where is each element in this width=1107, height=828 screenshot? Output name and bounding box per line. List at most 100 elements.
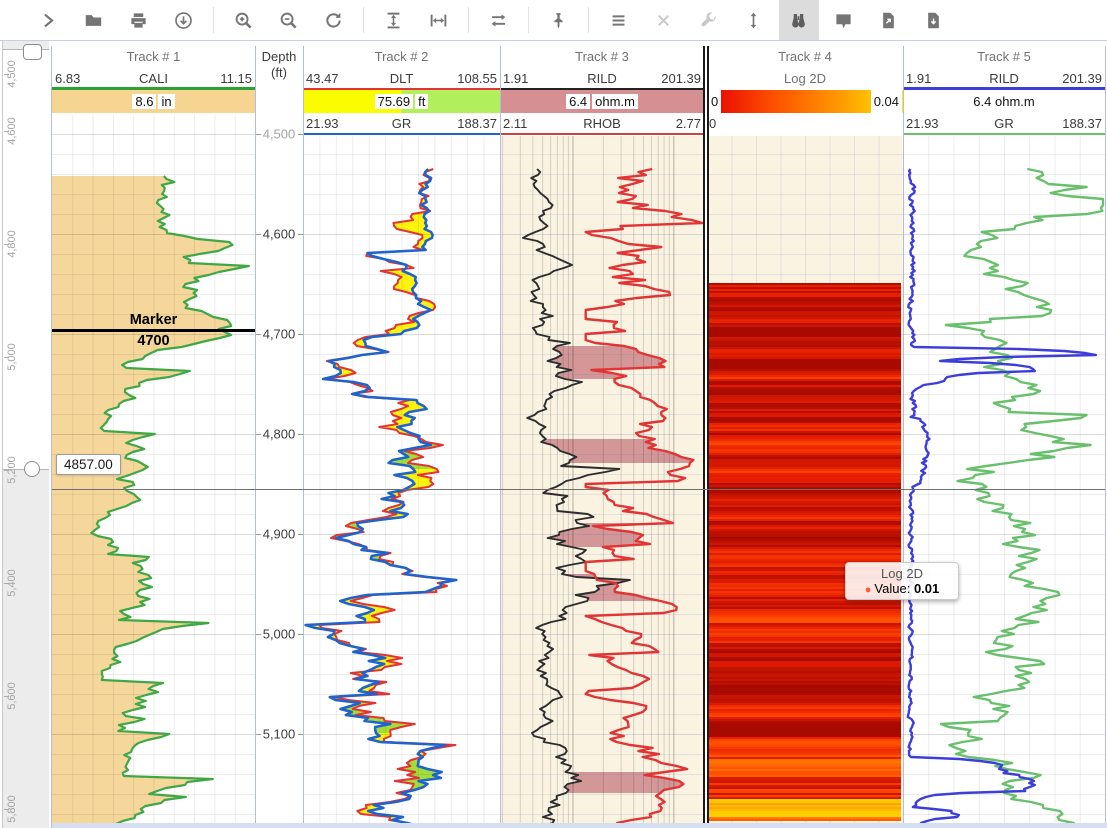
fit-width-button[interactable] [423, 4, 455, 36]
track4-plot[interactable] [707, 136, 903, 827]
gr5-scale-row[interactable]: 21.93 GR 188.37 [903, 113, 1105, 135]
rild3-name: RILD [587, 71, 617, 86]
depth-tick [256, 634, 261, 635]
cali-scale-row[interactable]: 6.83 CALI 11.15 [52, 68, 255, 90]
gr2-max: 188.37 [457, 116, 497, 131]
tooltip-value-label: Value: [874, 581, 911, 596]
track2-title: Track # 2 [374, 49, 429, 64]
rhob-scale-row[interactable]: 2.11 RHOB 2.77 [500, 113, 704, 135]
close-icon [658, 14, 669, 26]
track4-header: Track # 4 Log 2D 0 0.04 0 [707, 46, 903, 135]
dlt-scale-row[interactable]: 43.47 DLT 108.55 [303, 68, 500, 90]
dlt-name: DLT [389, 71, 414, 86]
depth-label: 4,500 [262, 126, 296, 142]
marker-line[interactable] [52, 329, 255, 332]
rild3-scale-row[interactable]: 1.91 RILD 201.39 [500, 68, 704, 90]
toolbar-separator [213, 7, 214, 33]
bottom-scroll-strip[interactable] [52, 823, 1107, 828]
gr2-name: GR [391, 116, 412, 131]
depth-crosshair-line [52, 489, 1105, 490]
rild3-value-band: 6.4 ohm.m [500, 90, 704, 113]
track1-title: Track # 1 [126, 49, 181, 64]
overview-tick [4, 808, 9, 810]
overview-window-top-handle[interactable] [23, 44, 42, 60]
zoom-in-icon [235, 12, 252, 29]
depth-tick [298, 234, 303, 235]
open-folder-button[interactable] [78, 4, 110, 36]
reset-zoom-button[interactable] [318, 4, 350, 36]
menu-button[interactable] [603, 4, 635, 36]
depth-axis-header: Depth (ft) [255, 49, 303, 81]
download-button[interactable] [168, 4, 200, 36]
colorbar-max: 0.04 [870, 90, 902, 113]
marker-label: Marker [129, 312, 178, 328]
plot-t3-canvas [500, 136, 705, 827]
track3-title: Track # 3 [575, 49, 629, 64]
depth-axis-unit: (ft) [271, 65, 287, 80]
colorbar-min: 0 [708, 90, 722, 113]
overview-window-bottom-handle[interactable] [24, 461, 40, 477]
cali-min: 6.83 [55, 71, 81, 86]
import-file-button[interactable] [918, 4, 950, 36]
rild5-scale-row[interactable]: 1.91 RILD 201.39 [903, 68, 1105, 90]
log2d-name-row[interactable]: Log 2D [784, 71, 826, 86]
dlt-unit: ft [415, 94, 429, 109]
depth-tick [298, 334, 303, 335]
overview-depth-label: 4,600 [6, 116, 18, 145]
zoom-in-button[interactable] [228, 4, 260, 36]
tooltip-series-dot: ● [864, 584, 872, 596]
overview-visible-window[interactable] [3, 49, 49, 470]
open-folder-icon [85, 14, 102, 26]
zoom-out-icon [280, 12, 297, 29]
track5-header: Track # 5 1.91 RILD 201.39 6.4 ohm.m 21.… [903, 46, 1105, 135]
track2-plot[interactable] [303, 136, 500, 828]
track4-selection-border-inner[interactable] [707, 46, 709, 826]
log2d-axis-min: 0 [709, 116, 717, 131]
swap-orientation-button[interactable] [483, 4, 515, 36]
rild5-name: RILD [989, 71, 1019, 86]
overview-tick [4, 356, 9, 358]
depth-readout: 4857.00 [56, 454, 121, 475]
cali-value-band: 8.6 in [52, 90, 255, 113]
tooltip-value: 0.01 [913, 581, 940, 596]
track2-header: Track # 2 43.47 DLT 108.55 75.69 ft 21.93… [303, 46, 500, 135]
print-button[interactable] [123, 4, 155, 36]
cali-value: 8.6 [132, 94, 157, 109]
overview-depth-label: 4,800 [6, 229, 18, 258]
toolbar-separator [468, 7, 469, 33]
settings-wrench-button [693, 4, 725, 36]
border-t5-left [903, 46, 904, 828]
track4-selection-border-outer[interactable] [703, 46, 705, 826]
depth-overview-ruler[interactable]: 4,500 4,600 4,800 5,000 5,200 5,400 5,600 5,800 [2, 41, 49, 828]
menu-icon [612, 14, 625, 26]
inspect-binoculars-button[interactable] [778, 0, 819, 40]
fit-height-button[interactable] [378, 4, 410, 36]
vertical-scale-button[interactable] [738, 4, 770, 36]
import-file-icon [928, 12, 939, 28]
tooltip-title: Log 2D [881, 566, 923, 581]
gr5-min: 21.93 [906, 116, 939, 131]
overview-depth-label: 5,600 [6, 681, 18, 710]
comment-button[interactable] [828, 4, 860, 36]
depth-tick [298, 434, 303, 435]
depth-tick [256, 134, 261, 135]
border-t2-left [303, 46, 304, 828]
rild5-min: 1.91 [906, 71, 932, 86]
depth-tick [256, 334, 261, 335]
track3-plot[interactable] [500, 136, 705, 827]
overview-tick [4, 130, 9, 132]
inspect-binoculars-icon [792, 13, 805, 28]
gr2-scale-row[interactable]: 21.93 GR 188.37 [303, 113, 500, 135]
overview-tick [4, 469, 9, 471]
zoom-out-button[interactable] [273, 4, 305, 36]
toolbar-separator [588, 7, 589, 33]
pin-button[interactable] [543, 4, 575, 36]
export-file-icon [883, 12, 894, 28]
expand-panel-button[interactable] [33, 4, 65, 36]
log2d-heatmap[interactable] [709, 283, 901, 821]
export-file-button[interactable] [873, 4, 905, 36]
cali-max: 11.15 [220, 71, 252, 86]
expand-panel-icon [44, 13, 54, 27]
track5-plot[interactable] [903, 136, 1105, 828]
